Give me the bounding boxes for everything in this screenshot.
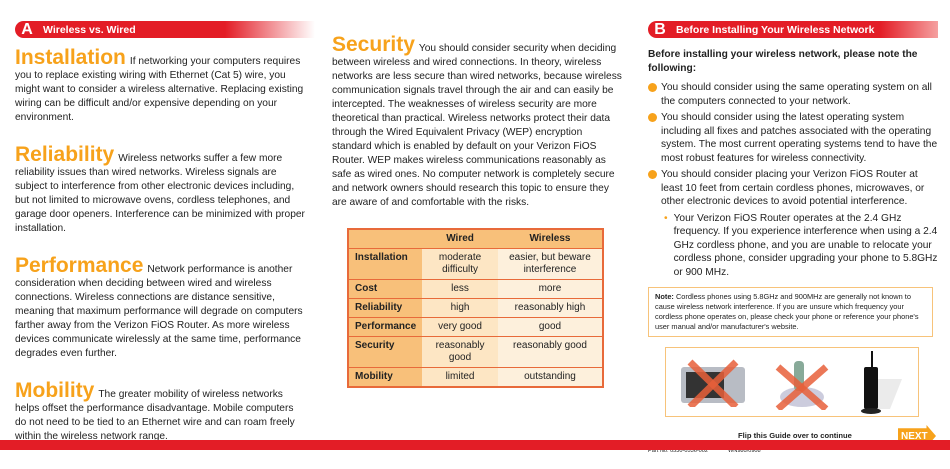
row-header: Security [348,336,423,368]
note-box: Note: Cordless phones using 5.8GHz and 9… [648,287,933,337]
microwave-crossed-icon [681,359,745,407]
bullet-text: You should consider using the latest ope… [661,112,938,164]
left-column: Installation If networking your computers… [15,46,305,464]
row-header: Reliability [348,298,423,318]
section-letter: B [654,20,666,38]
section-heading: Installation [15,46,126,69]
section-heading: Mobility [15,379,95,402]
row-header: Performance [348,317,423,337]
table-row: Installation moderate difficulty easier, b… [348,248,603,280]
row-header: Installation [348,248,423,280]
bullet-text: You should consider using the same opera… [661,82,932,107]
table-row: Mobility limited outstanding [348,367,603,388]
section-text: Network performance is another considera… [15,264,303,359]
section-heading: Performance [15,254,144,277]
table-cell: reasonably good [497,336,603,368]
section-heading: Reliability [15,143,115,166]
sub-bullet-icon: • [664,212,668,224]
section-letter: A [21,20,33,38]
sub-bullet-text: Your Verizon FiOS Router operates at the… [673,212,938,278]
router-icon [861,351,902,414]
section-text: The greater mobility of wireless network… [15,389,295,442]
header-cell: Wired [422,229,498,249]
table-header-row: Wired Wireless [348,229,603,249]
bullet-icon [648,113,657,122]
middle-column: Security You should consider security whe… [332,33,622,388]
bullet-text: You should consider placing your Verizon… [661,169,925,207]
table-cell: reasonably good [422,336,498,368]
cordless-phone-crossed-icon [775,360,829,410]
bullet-item: You should consider using the latest ope… [648,111,938,165]
table-row: Cost less more [348,279,603,299]
right-column: Before installing your wireless network,… [648,48,938,457]
table-cell: very good [422,317,498,337]
table-row: Security reasonably good reasonably good [348,336,603,368]
security-section: Security You should consider security whe… [332,33,622,210]
table-cell: reasonably high [497,298,603,318]
table-row: Reliability high reasonably high [348,298,603,318]
note-text: Cordless phones using 5.8GHz and 900MHz … [655,292,919,331]
installation-section: Installation If networking your computers… [15,46,305,125]
bullet-item: You should consider placing your Verizon… [648,168,938,209]
section-text: Wireless networks suffer a few more reli… [15,153,305,234]
bullet-icon [648,83,657,92]
table-cell: good [497,317,603,337]
row-header: Mobility [348,367,423,388]
table-cell: high [422,298,498,318]
comparison-table: Wired Wireless Installation moderate diffi… [347,228,604,388]
bottom-red-band [0,440,950,450]
reliability-section: Reliability Wireless networks suffer a fe… [15,143,305,236]
bullet-icon [648,170,657,179]
section-title: Wireless vs. Wired [43,23,136,36]
table-cell: easier, but beware interference [497,248,603,280]
bullet-item: You should consider using the same opera… [648,81,938,108]
section-title: Before Installing Your Wireless Network [676,23,875,36]
section-b-header: B Before Installing Your Wireless Network [648,21,938,38]
document-code: WN980/0908 [728,448,761,454]
table-cell: outstanding [497,367,603,388]
header-cell: Wireless [497,229,603,249]
table-cell: limited [422,367,498,388]
performance-section: Performance Network performance is anothe… [15,254,305,361]
intro-text: Before installing your wireless network,… [648,49,918,74]
section-text: If networking your computers requires yo… [15,56,304,123]
sub-bullet: • Your Verizon FiOS Router operates at th… [664,212,938,280]
section-heading: Security [332,33,415,56]
part-number: Part No: 0530-0536-002 [648,448,709,454]
mobility-section: Mobility The greater mobility of wireless… [15,379,305,444]
note-label: Note: [655,292,674,301]
table-cell: moderate difficulty [422,248,498,280]
flip-guide-text: Flip this Guide over to continue [738,431,852,440]
table-cell: less [422,279,498,299]
section-a-header: A Wireless vs. Wired [15,21,315,38]
table-row: Performance very good good [348,317,603,337]
header-cell [348,229,423,249]
device-images [665,347,919,417]
row-header: Cost [348,279,423,299]
table-cell: more [497,279,603,299]
section-text: You should consider security when decidi… [332,43,622,208]
